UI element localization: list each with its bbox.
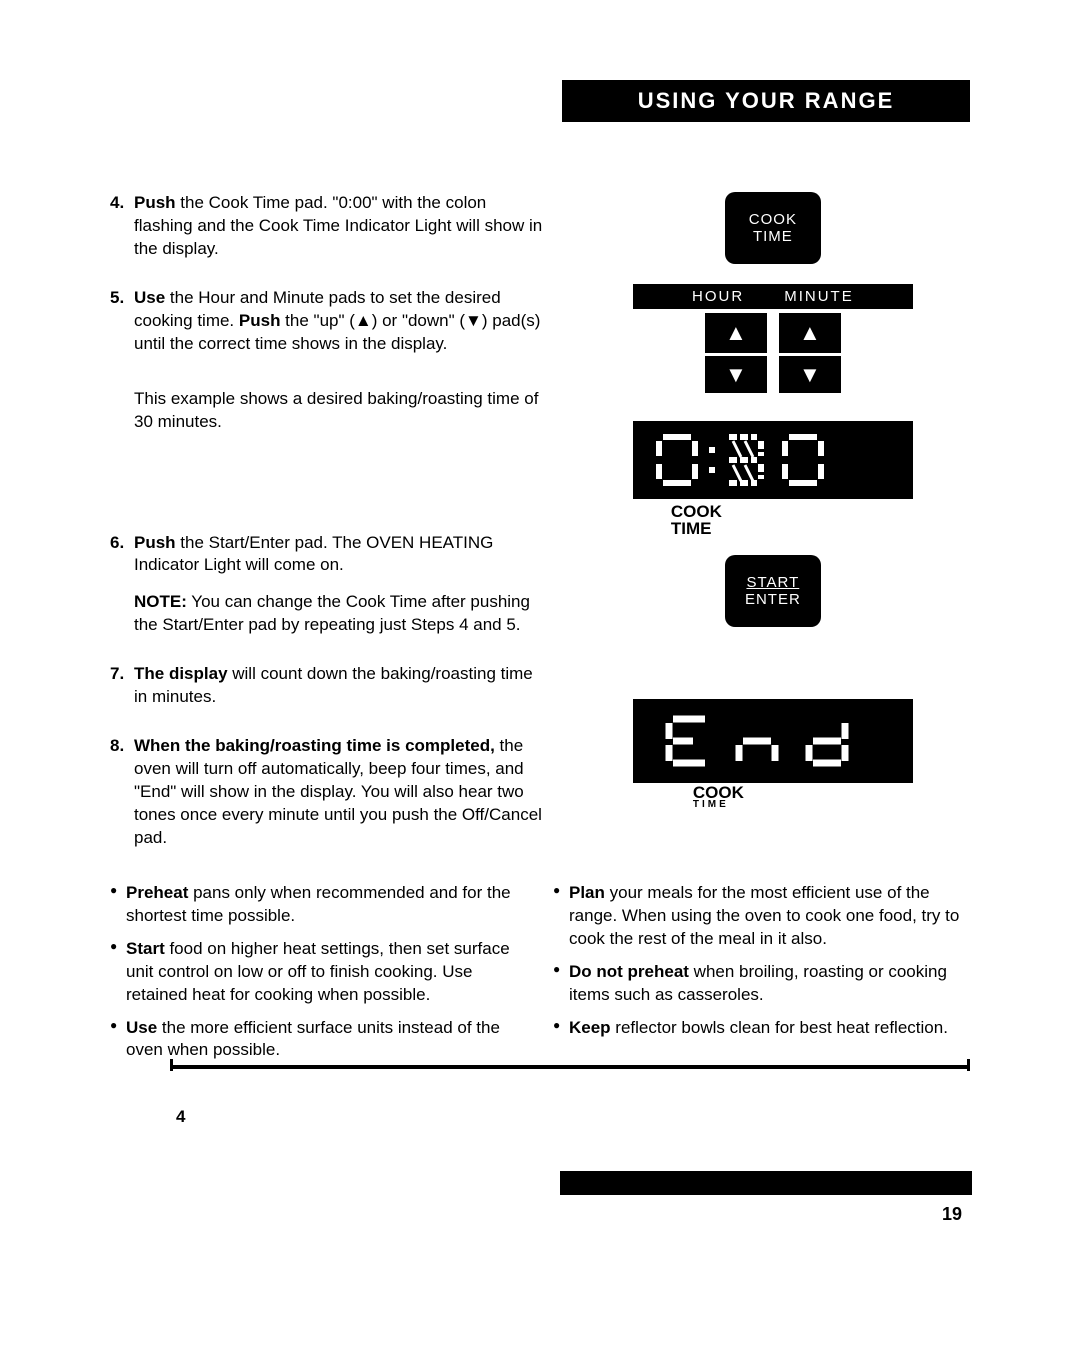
hour-down-button[interactable]: ▼ bbox=[705, 353, 767, 393]
section-header: USING YOUR RANGE bbox=[562, 80, 970, 122]
start-enter-pad[interactable]: START ENTER bbox=[725, 555, 821, 627]
content-area: 4. Push the Cook Time pad. "0:00" with t… bbox=[110, 192, 970, 876]
footer-black-bar bbox=[560, 1171, 972, 1195]
tip-bold: Keep bbox=[569, 1018, 611, 1037]
tip-text: food on higher heat settings, then set s… bbox=[126, 939, 510, 1004]
end-display bbox=[633, 699, 913, 783]
time-display-030 bbox=[633, 421, 913, 499]
tip-bullet: Keep reflector bowls clean for best heat… bbox=[553, 1017, 970, 1040]
tip-text: reflector bowls clean for best heat refl… bbox=[611, 1018, 948, 1037]
note-label: NOTE: bbox=[134, 592, 187, 611]
hour-minute-bar: HOUR MINUTE bbox=[633, 284, 913, 309]
step-5: 5. Use the Hour and Minute pads to set t… bbox=[110, 287, 546, 356]
arrow-pads: ▲ ▼ ▲ ▼ bbox=[633, 313, 913, 393]
seven-segment-end bbox=[653, 711, 893, 771]
step-number: 7. bbox=[110, 663, 124, 686]
step-text: the Start/Enter pad. The OVEN HEATING In… bbox=[134, 533, 493, 575]
step-bold: Push bbox=[134, 193, 176, 212]
btn-line1: COOK bbox=[749, 211, 797, 228]
page-number-right: 19 bbox=[942, 1204, 962, 1225]
left-column: 4. Push the Cook Time pad. "0:00" with t… bbox=[110, 192, 546, 876]
btn-line1: START bbox=[746, 574, 799, 591]
tip-bullet: Preheat pans only when recommended and f… bbox=[110, 882, 527, 928]
step-bold: When the baking/roasting time is complet… bbox=[134, 736, 495, 755]
step-number: 6. bbox=[110, 532, 124, 555]
step-7: 7. The display will count down the bakin… bbox=[110, 663, 546, 709]
step-bold: The display bbox=[134, 664, 228, 683]
tip-text: the more efficient surface units instead… bbox=[126, 1018, 500, 1060]
bottom-rule bbox=[170, 1065, 970, 1069]
tip-bold: Do not preheat bbox=[569, 962, 689, 981]
example-note: This example shows a desired baking/roas… bbox=[110, 388, 546, 434]
tip-bold: Plan bbox=[569, 883, 605, 902]
hour-minute-section: HOUR MINUTE ▲ ▼ ▲ ▼ bbox=[633, 284, 913, 393]
label-l2: TIME bbox=[671, 519, 712, 538]
btn-line2: ENTER bbox=[745, 591, 801, 608]
step-bold: Push bbox=[134, 533, 176, 552]
note-text: You can change the Cook Time after pushi… bbox=[134, 592, 530, 634]
tip-bullet: Do not preheat when broiling, roasting o… bbox=[553, 961, 970, 1007]
cook-sub-label: COOK TIME bbox=[633, 785, 913, 809]
cook-sub-l2: TIME bbox=[693, 800, 913, 809]
tips-row: Preheat pans only when recommended and f… bbox=[110, 882, 970, 1073]
hour-label: HOUR bbox=[692, 288, 744, 305]
tips-left: Preheat pans only when recommended and f… bbox=[110, 882, 527, 1073]
cook-time-pad[interactable]: COOK TIME bbox=[725, 192, 821, 264]
page-number-left: 4 bbox=[176, 1107, 185, 1127]
step-6: 6. Push the Start/Enter pad. The OVEN HE… bbox=[110, 532, 546, 578]
seven-segment-030 bbox=[643, 429, 903, 491]
step-number: 5. bbox=[110, 287, 124, 310]
tip-bold: Use bbox=[126, 1018, 157, 1037]
hour-up-button[interactable]: ▲ bbox=[705, 313, 767, 353]
step-bold: Use bbox=[134, 288, 165, 307]
tip-bold: Preheat bbox=[126, 883, 188, 902]
step-8: 8. When the baking/roasting time is comp… bbox=[110, 735, 546, 850]
manual-page: USING YOUR RANGE 4. Push the Cook Time p… bbox=[0, 0, 1080, 1357]
btn-line2: TIME bbox=[753, 228, 793, 245]
tip-bold: Start bbox=[126, 939, 165, 958]
minute-label: MINUTE bbox=[784, 288, 854, 305]
step-text: the Cook Time pad. "0:00" with the colon… bbox=[134, 193, 542, 258]
rule-end-r bbox=[967, 1059, 970, 1071]
step-number: 4. bbox=[110, 192, 124, 215]
minute-up-button[interactable]: ▲ bbox=[779, 313, 841, 353]
step-6-note: NOTE: You can change the Cook Time after… bbox=[110, 591, 546, 637]
tip-text: your meals for the most efficient use of… bbox=[569, 883, 959, 948]
hour-arrow-pad: ▲ ▼ bbox=[705, 313, 767, 393]
minute-arrow-pad: ▲ ▼ bbox=[779, 313, 841, 393]
cook-time-display-label: COOK TIME bbox=[633, 503, 913, 537]
tip-bullet: Plan your meals for the most efficient u… bbox=[553, 882, 970, 951]
minute-down-button[interactable]: ▼ bbox=[779, 353, 841, 393]
tip-bullet: Start food on higher heat settings, then… bbox=[110, 938, 527, 1007]
tips-right: Plan your meals for the most efficient u… bbox=[553, 882, 970, 1073]
right-column: COOK TIME HOUR MINUTE ▲ ▼ ▲ ▼ bbox=[576, 192, 970, 876]
step-4: 4. Push the Cook Time pad. "0:00" with t… bbox=[110, 192, 546, 261]
tip-bullet: Use the more efficient surface units ins… bbox=[110, 1017, 527, 1063]
step-number: 8. bbox=[110, 735, 124, 758]
step-bold2: Push bbox=[239, 311, 281, 330]
